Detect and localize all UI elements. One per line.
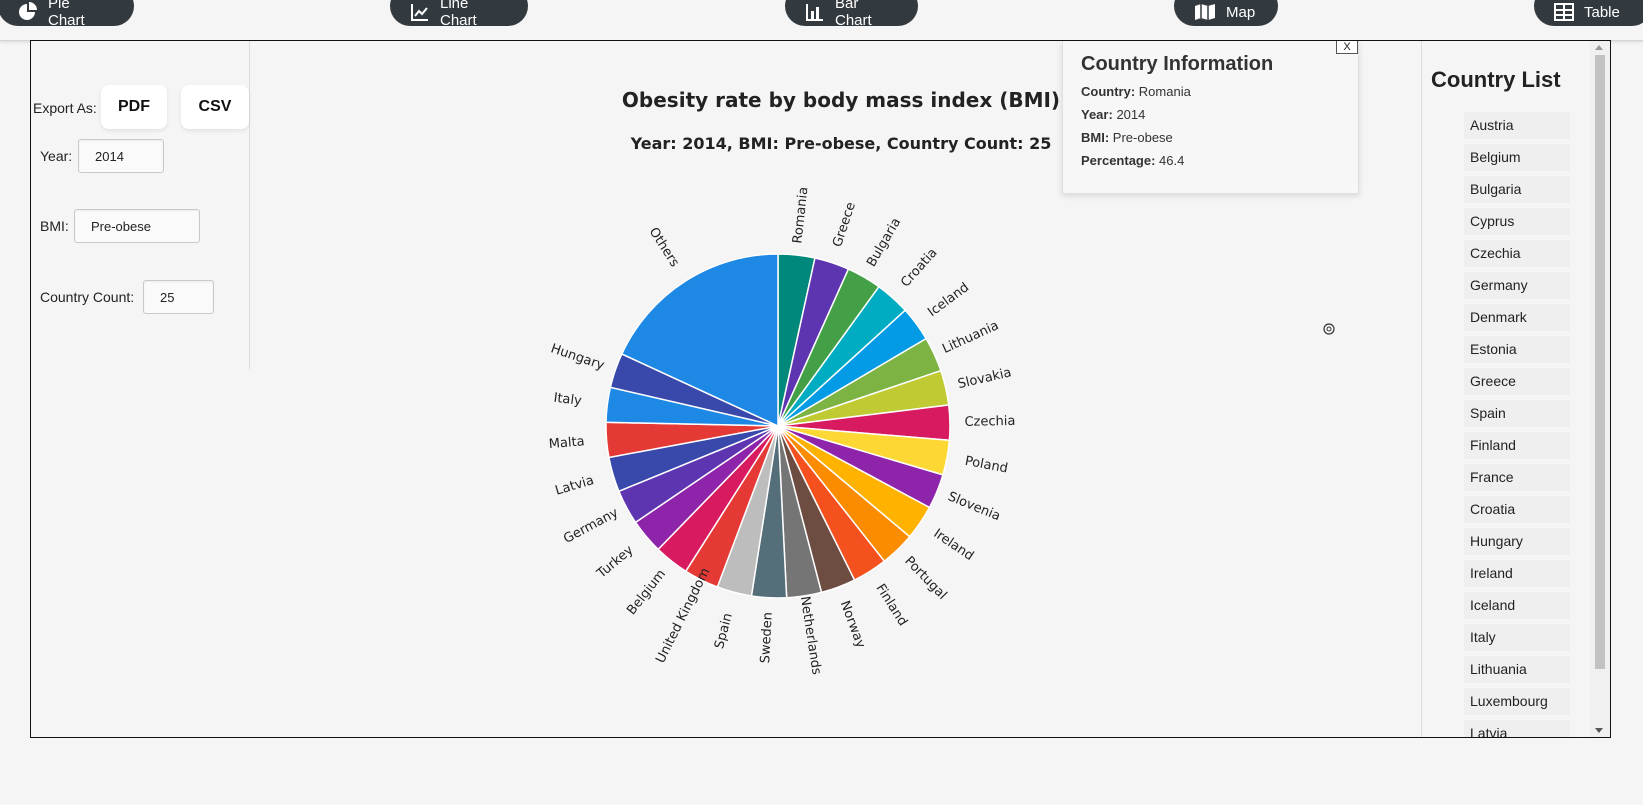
year-label: Year:	[40, 148, 73, 164]
info-percentage-row: Percentage: 46.4	[1081, 153, 1340, 168]
pie-label: Hungary	[549, 341, 607, 373]
main-frame: Export As: PDF CSV Year: 2014 BMI: Pre-o…	[30, 40, 1611, 738]
pie-label: Portugal	[901, 554, 949, 603]
pie-label: Belgium	[624, 567, 669, 618]
country-list-item[interactable]: Iceland	[1464, 592, 1570, 619]
country-list-item[interactable]: Denmark	[1464, 304, 1570, 331]
pie-label: Lithuania	[940, 318, 1001, 357]
scroll-down-icon[interactable]	[1595, 728, 1603, 733]
country-list-item[interactable]: France	[1464, 464, 1570, 491]
info-bmi-value: Pre-obese	[1112, 130, 1173, 145]
nav-pie-chart-button[interactable]: Pie Chart	[0, 0, 134, 29]
pie-label: Slovenia	[946, 489, 1003, 524]
country-list-item[interactable]: Luxembourg	[1464, 688, 1570, 715]
nav-map-button[interactable]: Map	[1174, 0, 1278, 26]
country-list-item[interactable]: Latvia	[1464, 720, 1570, 737]
pie-chart-icon	[19, 2, 37, 20]
country-list-item[interactable]: Austria	[1464, 112, 1570, 139]
country-count-input[interactable]: 25	[143, 280, 214, 314]
pie-label: Czechia	[964, 414, 1015, 430]
pie-chart: Romania Greece BulgariaCroatiaIcelandLithu…	[548, 186, 1015, 676]
info-percentage-value: 46.4	[1159, 153, 1185, 168]
table-icon	[1554, 3, 1574, 21]
pie-label: Ireland	[931, 526, 977, 564]
info-country-row: Country: Romania	[1081, 84, 1340, 99]
info-year-value: 2014	[1116, 107, 1146, 122]
export-csv-button[interactable]: CSV	[181, 85, 249, 129]
nav-bar-chart-button[interactable]: Bar Chart	[785, 0, 918, 29]
chart-title: Obesity rate by body mass index (BMI)	[621, 88, 1061, 112]
country-info-title: Country Information	[1081, 53, 1274, 75]
bmi-label: BMI:	[40, 218, 69, 234]
map-icon	[1195, 4, 1215, 20]
controls-panel: Export As: PDF CSV Year: 2014 BMI: Pre-o…	[31, 41, 250, 369]
pie-label: Iceland	[925, 280, 972, 320]
top-nav: Pie Chart Line Chart Bar Chart Map Table	[0, 0, 1643, 41]
nav-table-button[interactable]: Table	[1534, 0, 1643, 26]
country-list-item[interactable]: Estonia	[1464, 336, 1570, 363]
pie-label: Turkey	[594, 543, 637, 583]
country-list-item[interactable]: Belgium	[1464, 144, 1570, 171]
pie-label: Others	[646, 225, 682, 270]
pie-label: Bulgaria	[864, 215, 904, 269]
close-info-button[interactable]: X	[1336, 41, 1358, 54]
bar-chart-icon	[806, 4, 823, 21]
country-list-item[interactable]: Greece	[1464, 368, 1570, 395]
chart-subtitle: Year: 2014, BMI: Pre-obese, Country Coun…	[630, 134, 1052, 153]
pie-label: Germany	[561, 505, 621, 547]
pie-label: Malta	[548, 434, 585, 452]
country-list-item[interactable]: Cyprus	[1464, 208, 1570, 235]
country-list-item[interactable]: Hungary	[1464, 528, 1570, 555]
country-info-panel: X Country Information Country: Romania Y…	[1062, 41, 1359, 194]
pie-label: Slovakia	[956, 365, 1013, 392]
scroll-thumb[interactable]	[1595, 55, 1605, 669]
pie-label: Norway	[837, 599, 868, 651]
country-list-panel: Country List Austria Belgium Bulgaria Cypru…	[1421, 41, 1597, 737]
info-bmi-row: BMI: Pre-obese	[1081, 130, 1340, 145]
pie-label: Poland	[964, 454, 1009, 477]
pie-label: Latvia	[554, 473, 596, 499]
country-list-item[interactable]: Ireland	[1464, 560, 1570, 587]
bmi-input[interactable]: Pre-obese	[74, 209, 200, 243]
info-country-label: Country:	[1081, 84, 1136, 99]
export-label: Export As:	[33, 100, 97, 116]
country-list-item[interactable]: Lithuania	[1464, 656, 1570, 683]
pie-label: Croatia	[898, 246, 940, 291]
pie-label: Italy	[553, 391, 583, 409]
country-list-item[interactable]: Spain	[1464, 400, 1570, 427]
country-list-item[interactable]: Croatia	[1464, 496, 1570, 523]
country-list-title: Country List	[1431, 67, 1561, 92]
pie-label: Spain	[712, 612, 736, 651]
info-year-label: Year:	[1081, 107, 1113, 122]
line-chart-icon	[411, 4, 428, 21]
nav-pie-chart-label: Pie Chart	[48, 0, 85, 29]
info-percentage-label: Percentage:	[1081, 153, 1156, 168]
year-input[interactable]: 2014	[78, 139, 164, 173]
scroll-up-icon[interactable]	[1595, 45, 1603, 50]
pie-label: Greece	[830, 200, 859, 249]
country-list-item[interactable]: Czechia	[1464, 240, 1570, 267]
nav-bar-chart-label: Bar Chart	[835, 0, 872, 29]
country-list-item[interactable]: Germany	[1464, 272, 1570, 299]
country-list-item[interactable]: Finland	[1464, 432, 1570, 459]
country-list: Austria Belgium Bulgaria Cyprus Czechia Germa…	[1464, 112, 1570, 737]
cursor-icon	[1323, 323, 1335, 335]
info-year-row: Year: 2014	[1081, 107, 1340, 122]
nav-map-label: Map	[1226, 3, 1256, 21]
info-bmi-label: BMI:	[1081, 130, 1110, 145]
pie-slice-others[interactable]	[620, 253, 779, 428]
pie-label: Sweden	[758, 612, 776, 664]
pie-label: Finland	[873, 582, 911, 629]
country-list-item[interactable]: Bulgaria	[1464, 176, 1570, 203]
nav-table-label: Table	[1584, 3, 1620, 21]
pie-label: Romania	[790, 186, 811, 244]
nav-line-chart-button[interactable]: Line Chart	[390, 0, 528, 29]
country-count-label: Country Count:	[40, 289, 135, 305]
scrollbar[interactable]	[1590, 41, 1610, 737]
info-country-value: Romania	[1138, 84, 1191, 99]
pie-label: Netherlands	[797, 595, 824, 676]
country-list-item[interactable]: Italy	[1464, 624, 1570, 651]
nav-line-chart-label: Line Chart	[440, 0, 477, 29]
export-pdf-button[interactable]: PDF	[101, 85, 167, 129]
